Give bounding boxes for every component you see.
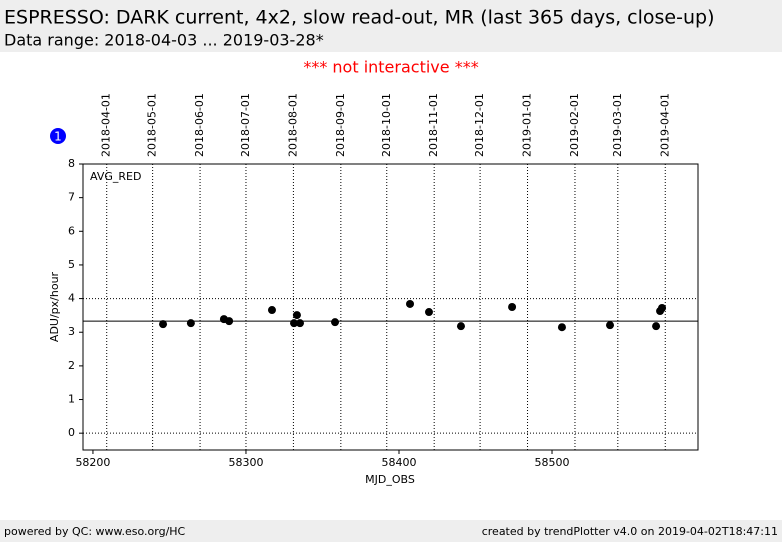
data-point <box>658 304 667 313</box>
data-point <box>295 319 304 328</box>
x-tick-label: 58200 <box>75 456 110 469</box>
x-tick-label: 58400 <box>381 456 416 469</box>
x-tick-label: 58500 <box>535 456 570 469</box>
top-tick-label: 2018-10-01 <box>380 93 393 157</box>
top-tick-label: 2019-03-01 <box>611 93 624 157</box>
top-tick-label: 2018-07-01 <box>239 93 252 157</box>
top-tick-label: 2018-12-01 <box>473 93 486 157</box>
y-tick-label: 6 <box>68 224 75 237</box>
top-tick-label: 2018-11-01 <box>427 93 440 157</box>
data-point <box>267 306 276 315</box>
x-tick-label: 58300 <box>228 456 263 469</box>
legend-label: AVG_RED <box>90 170 141 183</box>
footer-band <box>0 520 782 542</box>
data-point <box>424 308 433 317</box>
notice: *** not interactive *** <box>303 58 478 77</box>
badge-circle <box>50 128 66 144</box>
data-point <box>159 320 168 329</box>
y-tick-label: 4 <box>68 292 75 305</box>
data-point <box>331 318 340 327</box>
data-point <box>652 322 661 331</box>
top-tick-label: 2018-05-01 <box>146 93 159 157</box>
x-axis-label: MJD_OBS <box>365 473 415 486</box>
data-point <box>292 311 301 320</box>
data-point <box>406 299 415 308</box>
data-point <box>508 303 517 311</box>
data-point <box>606 321 615 330</box>
top-tick-label: 2018-08-01 <box>286 93 299 157</box>
footer-right: created by trendPlotter v4.0 on 2019-04-… <box>482 525 778 538</box>
y-tick-label: 2 <box>68 359 75 372</box>
y-tick-label: 7 <box>68 191 75 204</box>
data-point <box>186 319 195 328</box>
top-tick-label: 2018-04-01 <box>100 93 113 157</box>
subtitle: Data range: 2018-04-03 ... 2019-03-28* <box>4 31 324 50</box>
y-tick-label: 8 <box>68 157 75 170</box>
data-point <box>225 317 234 326</box>
y-tick-label: 3 <box>68 325 75 338</box>
title: ESPRESSO: DARK current, 4x2, slow read-o… <box>4 7 715 29</box>
y-axis-label: ADU/px/hour <box>48 271 61 342</box>
footer-left: powered by QC: www.eso.org/HC <box>4 525 186 538</box>
plot-area <box>82 163 699 451</box>
top-tick-label: 2019-04-01 <box>658 93 671 157</box>
y-tick-label: 5 <box>68 258 75 271</box>
top-tick-label: 2019-01-01 <box>521 93 534 157</box>
top-tick-label: 2018-09-01 <box>334 93 347 157</box>
y-tick-label: 1 <box>68 393 75 406</box>
data-point <box>290 319 299 328</box>
y-tick-label: 0 <box>68 426 75 439</box>
header-band <box>0 0 782 52</box>
data-point <box>557 323 566 332</box>
top-tick-label: 2018-06-01 <box>193 93 206 157</box>
data-point <box>456 322 465 331</box>
top-tick-label: 2019-02-01 <box>568 93 581 157</box>
badge-label: 1 <box>54 130 62 144</box>
